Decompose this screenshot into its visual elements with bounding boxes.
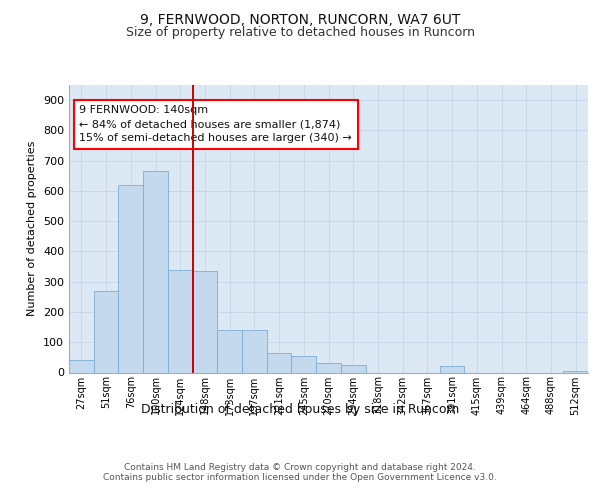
- Bar: [267, 353, 292, 372]
- Bar: [440, 366, 464, 372]
- Bar: [316, 364, 341, 372]
- Bar: [217, 330, 242, 372]
- Text: 9 FERNWOOD: 140sqm
← 84% of detached houses are smaller (1,874)
15% of semi-deta: 9 FERNWOOD: 140sqm ← 84% of detached hou…: [79, 105, 352, 143]
- Text: Size of property relative to detached houses in Runcorn: Size of property relative to detached ho…: [125, 26, 475, 39]
- Text: 9, FERNWOOD, NORTON, RUNCORN, WA7 6UT: 9, FERNWOOD, NORTON, RUNCORN, WA7 6UT: [140, 12, 460, 26]
- Bar: [242, 330, 267, 372]
- Bar: [69, 360, 94, 372]
- Y-axis label: Number of detached properties: Number of detached properties: [28, 141, 37, 316]
- Bar: [143, 171, 168, 372]
- Text: Contains public sector information licensed under the Open Government Licence v3: Contains public sector information licen…: [103, 474, 497, 482]
- Bar: [341, 365, 365, 372]
- Bar: [193, 271, 217, 372]
- Bar: [94, 291, 118, 372]
- Bar: [118, 185, 143, 372]
- Bar: [168, 270, 193, 372]
- Bar: [563, 371, 588, 372]
- Text: Contains HM Land Registry data © Crown copyright and database right 2024.: Contains HM Land Registry data © Crown c…: [124, 462, 476, 471]
- Bar: [292, 356, 316, 372]
- Text: Distribution of detached houses by size in Runcorn: Distribution of detached houses by size …: [141, 402, 459, 415]
